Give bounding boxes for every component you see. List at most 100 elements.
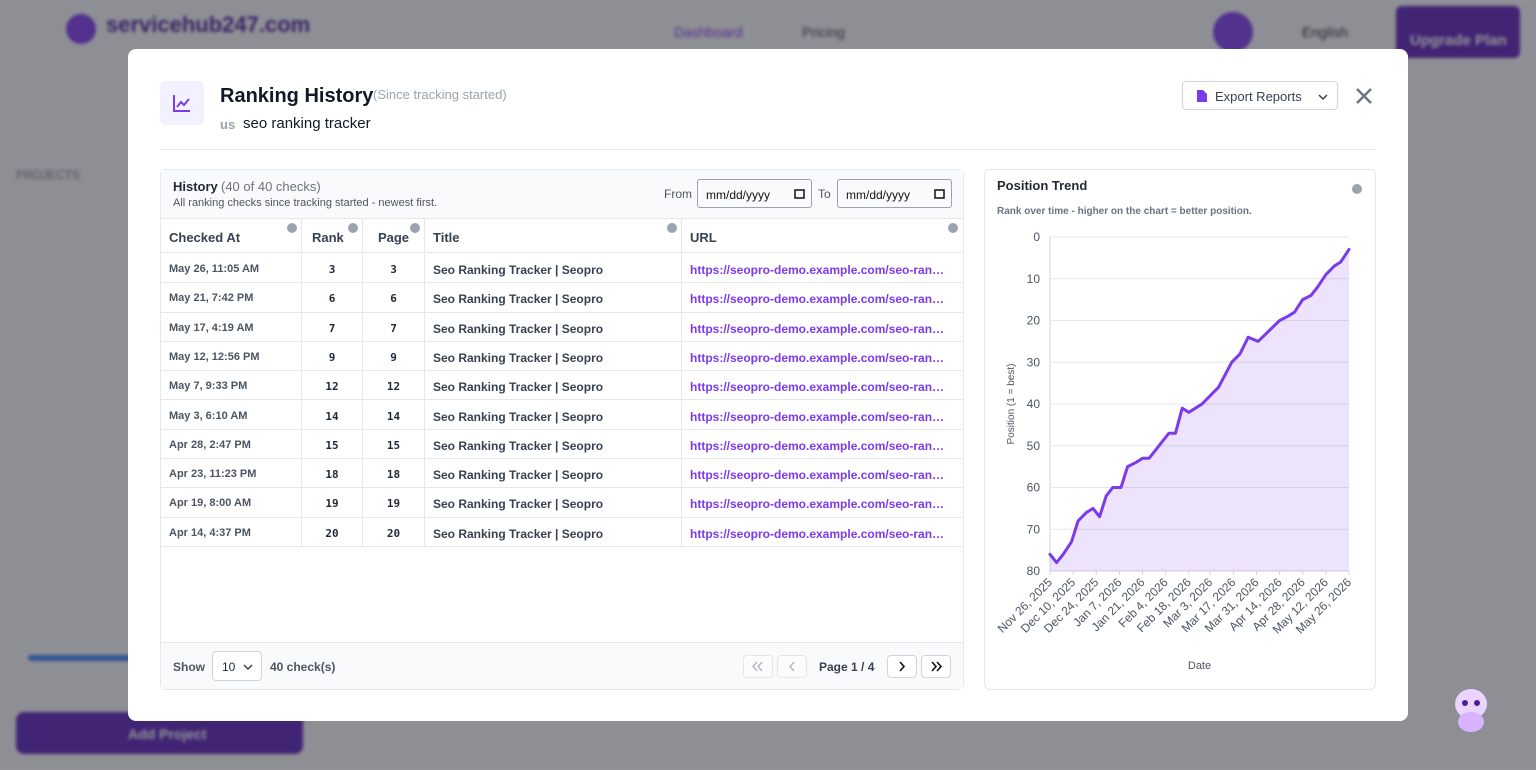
chevron [243,664,253,671]
page: 14 [363,400,425,430]
y-tick-label: 0 [1033,230,1040,244]
info-icon [948,223,958,233]
rank: 9 [302,341,363,371]
table-row: Apr 14, 4:37 PM 20 20 Seo Ranking Tracker |… [161,517,963,547]
title: Seo Ranking Tracker | Seopro [425,459,682,489]
history-title: History [173,179,218,194]
history-panel: History (40 of 40 checks) All ranking ch… [160,169,964,690]
icon [899,661,906,672]
calendar-icon [934,189,945,199]
y-tick-label: 80 [1027,564,1041,578]
info-icon [667,223,677,233]
title: Seo Ranking Tracker | Seopro [425,283,682,313]
url: https://seopro-demo.example.com/seo-ran… [690,497,945,512]
from-date-input[interactable]: mm/dd/yyyy [697,179,812,208]
table-row: May 17, 4:19 AM 7 7 Seo Ranking Tracker | S… [161,312,963,342]
y-tick-label: 40 [1027,397,1041,411]
info-icon [348,223,358,233]
from-label: From [664,187,692,201]
close-button[interactable] [1354,86,1374,106]
show-label: Show [173,660,205,674]
info-icon [287,223,297,233]
first-page-button[interactable] [743,655,773,678]
rank: 15 [302,429,363,459]
y-tick-label: 30 [1027,355,1041,369]
total-checks: 40 check(s) [270,660,336,674]
export-button[interactable]: Export Reports [1182,81,1338,110]
x-axis-label: Date [1188,660,1211,672]
title: Seo Ranking Tracker | Seopro [425,371,682,401]
column-header: Checked At [161,219,302,253]
keyword: seo ranking tracker [243,115,371,132]
rank: 7 [302,312,363,342]
checked-at: Apr 19, 8:00 AM [161,488,302,518]
title: Seo Ranking Tracker | Seopro [425,429,682,459]
title: Seo Ranking Tracker | Seopro [425,254,682,283]
page: 18 [363,459,425,489]
y-tick-label: 60 [1027,481,1041,495]
title: Seo Ranking Tracker | Seopro [425,488,682,518]
url: https://seopro-demo.example.com/seo-ran… [690,526,945,541]
rank: 6 [302,283,363,313]
page-indicator: Page 1 / 4 [819,660,875,674]
table-row: Apr 19, 8:00 AM 19 19 Seo Ranking Tracker |… [161,488,963,518]
title: Seo Ranking Tracker | Seopro [425,312,682,342]
modal-subtitle: (Since tracking started) [373,87,507,102]
page: 20 [363,517,425,547]
page-size: 10 [222,660,236,674]
y-tick-label: 50 [1027,439,1041,453]
url: https://seopro-demo.example.com/seo-ran… [690,409,945,424]
next-page-button[interactable] [887,655,917,678]
checked-at: May 26, 11:05 AM [161,254,302,283]
modal: Ranking History (Since tracking started)… [128,49,1408,721]
page: 12 [363,371,425,401]
column-header: URL [690,230,717,245]
url: https://seopro-demo.example.com/seo-ran… [690,380,945,395]
chart-subtitle: Rank over time - higher on the chart = b… [997,206,1252,217]
info-icon [410,223,420,233]
trend-line [1048,248,1351,565]
column-header: Rank [302,219,363,253]
url: https://seopro-demo.example.com/seo-ran… [690,468,945,483]
y-tick-label: 70 [1027,522,1041,536]
title: Seo Ranking Tracker | Seopro [425,341,682,371]
table-row: May 3, 6:10 AM 14 14 Seo Ranking Tracker | … [161,400,963,430]
table-head: Checked At Rank Page Title URL [161,219,963,253]
to-label: To [818,187,831,201]
icon [752,661,763,672]
rank: 12 [302,371,363,401]
y-tick-label: 20 [1027,314,1041,328]
url: https://seopro-demo.example.com/seo-ran… [690,350,945,365]
checked-at: Apr 23, 11:23 PM [161,459,302,489]
history-table: Checked At Rank Page Title URL May 26, 11:05 … [161,218,963,547]
page-size-select[interactable]: 10 [212,651,262,681]
url: https://seopro-demo.example.com/seo-ran… [690,438,945,453]
table-row: Apr 28, 2:47 PM 15 15 Seo Ranking Tracker |… [161,429,963,460]
rank: 20 [302,517,363,547]
rank: 18 [302,459,363,489]
page: 3 [363,254,425,283]
table-row: May 21, 7:42 PM 6 6 Seo Ranking Tracker | S… [161,283,963,313]
page: 9 [363,341,425,371]
icon [931,661,943,672]
to-date-input[interactable]: mm/dd/yyyy [837,179,952,208]
rank: 19 [302,488,363,518]
column-header: Page [363,219,425,253]
url: https://seopro-demo.example.com/seo-ran… [690,263,945,277]
checked-at: May 17, 4:19 AM [161,312,302,342]
page: 6 [363,283,425,313]
checked-at: May 12, 12:56 PM [161,341,302,371]
last-page-button[interactable] [921,655,951,678]
title: Seo Ranking Tracker | Seopro [425,400,682,430]
prev-page-button[interactable] [777,655,807,678]
header-icon [160,81,204,125]
info-icon[interactable] [1352,184,1362,194]
checked-at: May 3, 6:10 AM [161,400,302,430]
table-row: May 7, 9:33 PM 12 12 Seo Ranking Tracker | … [161,371,963,401]
chart-icon [173,95,190,112]
table-row: May 12, 12:56 PM 9 9 Seo Ranking Tracker | … [161,341,963,372]
page: 15 [363,429,425,459]
mascot[interactable] [1448,676,1494,734]
modal-title: Ranking History [220,85,374,107]
